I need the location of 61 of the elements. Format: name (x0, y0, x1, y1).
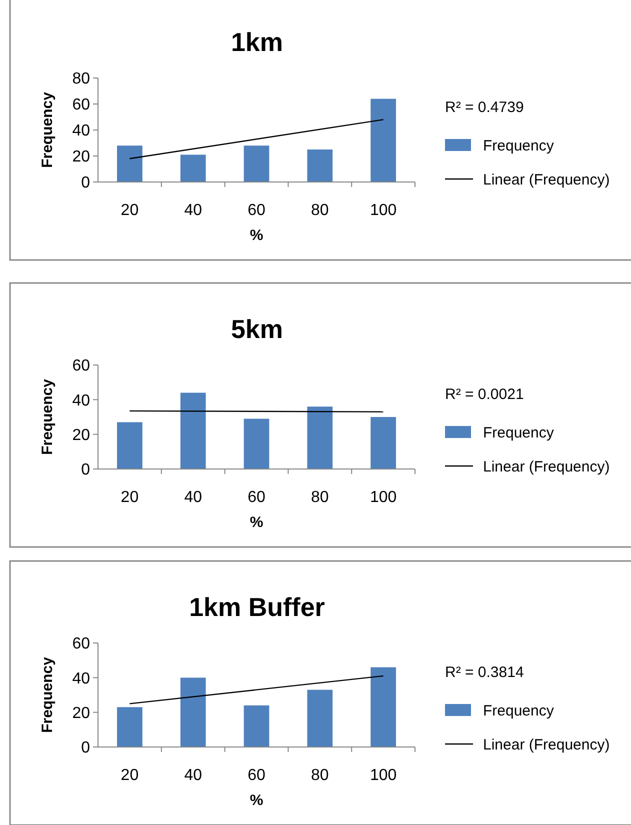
x-tick-label: 80 (311, 489, 329, 506)
x-axis-title: % (250, 514, 264, 531)
y-tick-label: 20 (72, 148, 90, 166)
bar (117, 422, 142, 469)
legend-label: Linear (Frequency) (483, 736, 610, 754)
chart-title: 5km (230, 314, 284, 344)
x-tick-label: 40 (184, 202, 202, 219)
chart-title: 1km (230, 27, 284, 57)
y-tick-label: 0 (81, 740, 90, 757)
x-tick-label: 80 (311, 202, 329, 219)
y-tick-label: 40 (72, 122, 90, 140)
text: R² = 0.3814 (445, 664, 524, 681)
y-tick-label: 80 (72, 70, 90, 88)
bar (180, 154, 206, 182)
legend-label: Linear (Frequency) (483, 171, 610, 188)
y-tick-label: 40 (72, 670, 90, 688)
bar (180, 678, 206, 747)
y-tick-label: 0 (81, 462, 90, 479)
x-tick-label: 80 (311, 767, 329, 784)
x-tick-label: 40 (184, 767, 202, 784)
y-axis-title: Frequency (39, 656, 56, 733)
x-tick-label: 100 (370, 489, 397, 506)
bar (244, 705, 270, 747)
chart-title: 1km Buffer (189, 592, 325, 622)
bar (307, 150, 333, 182)
y-axis-title: Frequency (39, 91, 56, 168)
x-tick-label: 100 (370, 767, 397, 784)
x-tick-label: 20 (120, 202, 139, 219)
x-tick-label: 60 (248, 202, 266, 219)
bar (117, 146, 142, 182)
x-tick-label: 100 (370, 202, 397, 219)
legend-label: Frequency (483, 137, 554, 154)
bar (244, 418, 270, 469)
y-tick-label: 20 (72, 426, 90, 444)
y-tick-label: 40 (72, 392, 90, 410)
bar (117, 707, 142, 747)
y-tick-label: 60 (72, 96, 90, 114)
x-tick-label: 20 (120, 489, 139, 506)
x-axis-title: % (250, 792, 264, 809)
y-tick-label: 0 (81, 174, 90, 192)
x-tick-label: 60 (248, 767, 266, 784)
x-tick-label: 20 (120, 767, 139, 784)
x-tick-label: 60 (248, 489, 266, 506)
bar (307, 406, 333, 469)
y-axis-title: Frequency (39, 378, 56, 455)
legend-label: Linear (Frequency) (483, 458, 610, 476)
text: R² = 0.4739 (445, 99, 524, 116)
bar (244, 146, 270, 182)
bar (370, 417, 396, 469)
y-tick-label: 60 (72, 358, 90, 375)
legend-label: Frequency (483, 424, 554, 442)
bar (180, 392, 206, 469)
legend-label: Frequency (483, 702, 554, 720)
x-tick-label: 40 (184, 489, 202, 506)
y-tick-label: 60 (72, 636, 90, 653)
bar (307, 690, 333, 747)
x-axis-title: % (250, 227, 264, 244)
text: R² = 0.0021 (445, 386, 524, 403)
y-tick-label: 20 (72, 704, 90, 722)
bar (370, 667, 396, 747)
bar (370, 98, 396, 182)
